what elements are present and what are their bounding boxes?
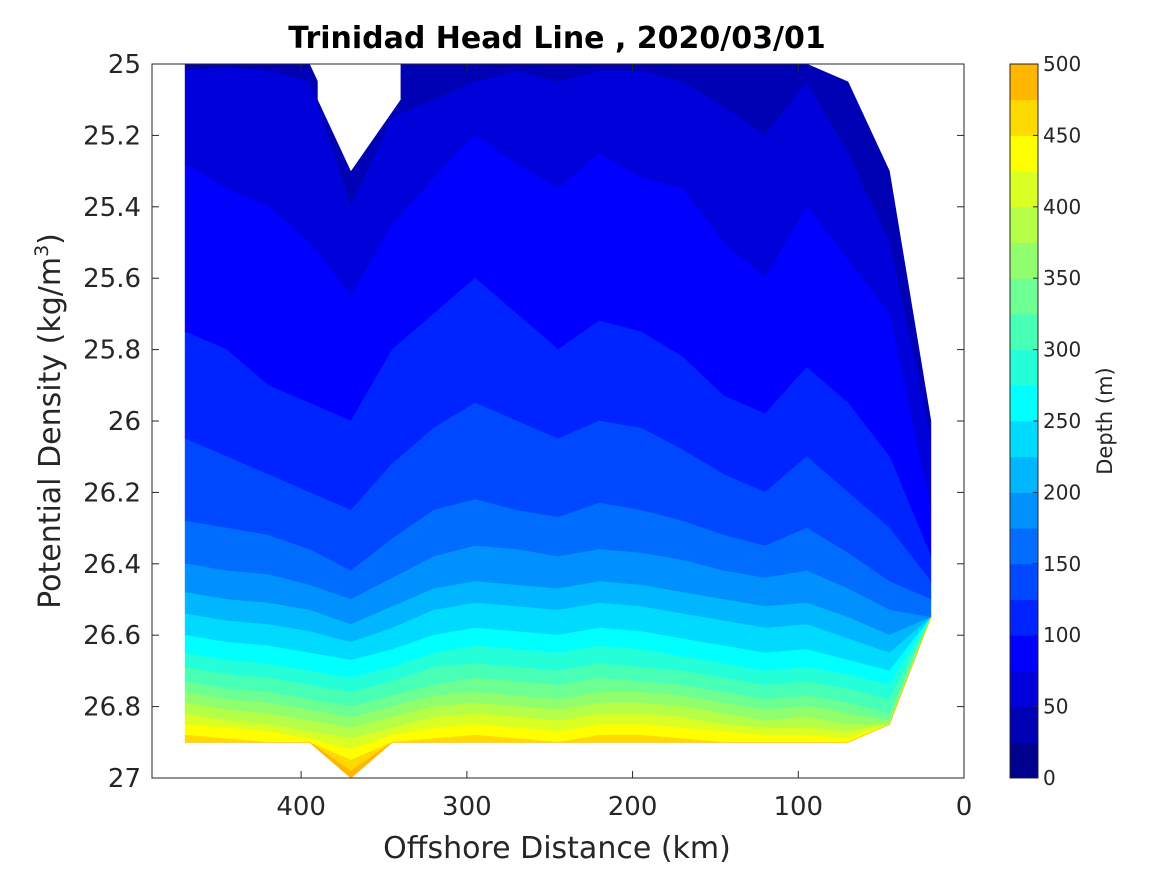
colorbar-tick-label: 300 [1043,338,1081,362]
colorbar-segment [1010,492,1038,529]
y-tick-label: 25.8 [83,336,141,366]
colorbar-segment [1010,421,1038,458]
colorbar-segment [1010,206,1038,243]
colorbar-tick-label: 150 [1043,552,1081,576]
colorbar: 0 50 100 150 200 250 300 350 400 450 500 [1009,52,1081,790]
colorbar-segment [1010,313,1038,351]
data-gap-layer [317,64,401,172]
colorbar-segment [1010,99,1038,136]
colorbar-tick-label: 250 [1043,409,1081,433]
x-axis-label: Offshore Distance (km) [383,831,731,866]
colorbar-tick-label: 400 [1043,195,1081,219]
colorbar-segment [1010,456,1038,493]
y-tick-label: 26.8 [83,693,141,723]
colorbar-segment [1010,670,1038,708]
colorbar-segment [1010,171,1038,208]
x-tick-label: 300 [442,792,492,822]
y-axis-label: Potential Density (kg/m3) [31,233,68,609]
colorbar-tick-label: 50 [1043,695,1068,719]
colorbar-segment [1010,742,1038,779]
y-tick-label: 26.2 [83,478,141,508]
colorbar-segment [1010,528,1038,565]
colorbar-segment [1010,64,1038,101]
x-tick-label: 400 [276,792,326,822]
y-tick-label: 27 [108,764,141,794]
colorbar-segment [1010,599,1038,636]
y-tick-label: 25 [108,50,141,80]
x-ticks: 400 300 200 100 0 [276,64,972,822]
y-tick-label: 26.4 [83,550,141,580]
colorbar-segment [1010,349,1038,386]
colorbar-segment [1010,635,1038,672]
y-tick-label: 25.2 [83,121,141,151]
colorbar-segment [1010,278,1038,315]
y-ticks: 25 25.2 25.4 25.6 25.8 26 26.2 26.4 26.6 26.8 27 [83,50,964,794]
y-tick-label: 26 [108,407,141,437]
y-axis-label-suffix: ) [33,233,68,245]
colorbar-label: Depth (m) [1093,367,1117,474]
colorbar-tick-label: 350 [1043,266,1081,290]
y-tick-label: 26.6 [83,621,141,651]
y-tick-label: 25.4 [83,193,141,223]
y-axis-label-superscript: 3 [31,245,53,257]
colorbar-segment [1010,385,1038,422]
y-axis-label-main: Potential Density (kg/m [33,257,68,609]
colorbar-tick-label: 450 [1043,123,1081,147]
x-tick-label: 0 [956,792,973,822]
x-tick-label: 100 [773,792,823,822]
colorbar-segment [1010,135,1038,172]
data-gap-0 [317,64,401,172]
colorbar-segment [1010,563,1038,600]
x-tick-label: 200 [608,792,658,822]
contour-fill-layer [184,64,932,778]
colorbar-tick-label: 0 [1043,766,1056,790]
colorbar-segment [1010,242,1038,279]
y-tick-label: 25.6 [83,264,141,294]
contour-band-18 [185,617,932,778]
chart-title: Trinidad Head Line , 2020/03/01 [288,21,825,56]
colorbar-tick-label: 500 [1043,52,1081,76]
colorbar-segment [1010,706,1038,743]
colorbar-tick-label: 200 [1043,480,1081,504]
colorbar-tick-label: 100 [1043,623,1081,647]
